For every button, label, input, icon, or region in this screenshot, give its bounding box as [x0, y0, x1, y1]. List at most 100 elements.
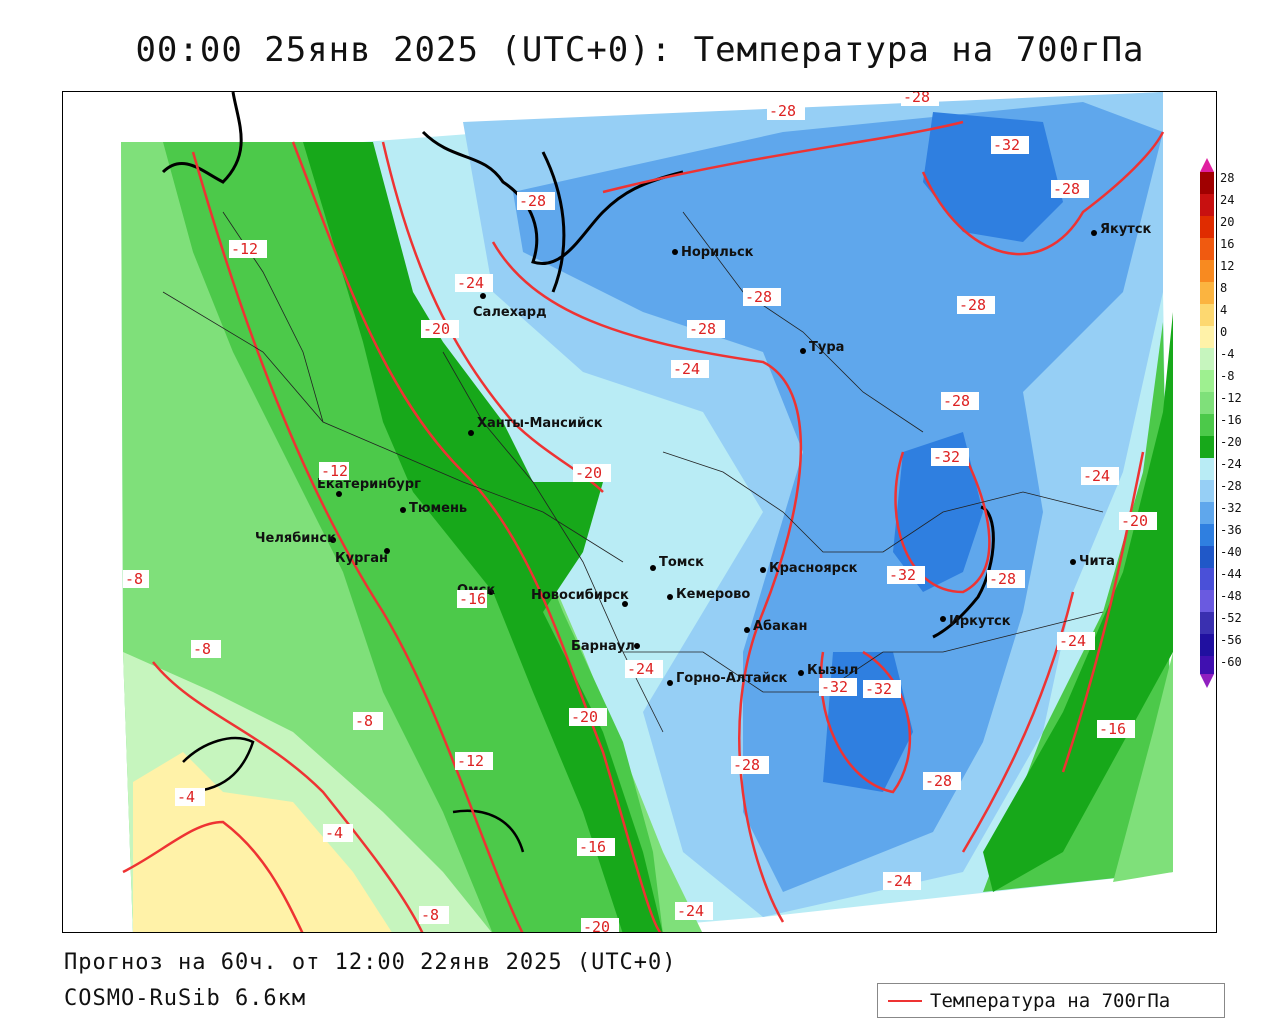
svg-text:-32: -32 — [993, 136, 1020, 154]
svg-text:-28: -28 — [989, 570, 1016, 588]
cbar-label: -12 — [1220, 391, 1242, 405]
svg-text:-24: -24 — [627, 660, 654, 678]
city-kyzyl: Кызыл — [798, 663, 858, 678]
cbar-label: -36 — [1220, 523, 1242, 537]
svg-text:-16: -16 — [1099, 720, 1126, 738]
iso-label: -28 — [687, 320, 725, 338]
svg-text:-24: -24 — [1059, 632, 1086, 650]
svg-text:Новосибирск: Новосибирск — [531, 588, 629, 603]
coastline-aral — [452, 809, 525, 853]
chart-title: 00:00 25янв 2025 (UTC+0): Температура на… — [135, 30, 1145, 70]
iso-label: -16 — [457, 590, 487, 608]
iso-label: -32 — [991, 136, 1029, 154]
svg-text:-20: -20 — [1121, 512, 1148, 530]
svg-text:-8: -8 — [421, 906, 439, 924]
cbar-label: 16 — [1220, 237, 1235, 251]
iso-label: -28 — [987, 570, 1025, 588]
zone-blue-mid — [513, 102, 1163, 892]
iso-label: -24 — [883, 872, 921, 890]
svg-text:Норильск: Норильск — [681, 245, 754, 260]
svg-text:-28: -28 — [943, 392, 970, 410]
cbar-label: -48 — [1220, 589, 1242, 603]
iso-label: -12 — [229, 240, 267, 258]
iso-label: -16 — [577, 838, 615, 856]
svg-text:-32: -32 — [889, 566, 916, 584]
forecast-info: Прогноз на 60ч. от 12:00 22янв 2025 (UTC… — [64, 950, 677, 975]
cbar-label: 28 — [1220, 171, 1235, 185]
city-tomsk: Томск — [650, 555, 704, 571]
svg-text:Салехард: Салехард — [473, 305, 547, 320]
iso-label: -28 — [731, 756, 769, 774]
coastline-caspian — [182, 736, 255, 794]
cbar-label: -20 — [1220, 435, 1242, 449]
iso-label: -28 — [767, 102, 805, 120]
cbar-label: -56 — [1220, 633, 1242, 647]
svg-text:-12: -12 — [321, 462, 348, 480]
iso-label: -28 — [901, 92, 939, 106]
svg-text:Кемерово: Кемерово — [676, 587, 750, 602]
svg-text:-28: -28 — [519, 192, 546, 210]
cbar-label: -4 — [1220, 347, 1235, 361]
cbar-label: 24 — [1220, 193, 1235, 207]
iso-label: -24 — [625, 660, 663, 678]
iso-label: -28 — [1051, 180, 1089, 198]
zone-east-pale — [1113, 652, 1173, 882]
svg-text:-32: -32 — [821, 678, 848, 696]
svg-text:-8: -8 — [193, 640, 211, 658]
city-yakutsk: Якутск — [1091, 222, 1152, 237]
svg-text:-28: -28 — [733, 756, 760, 774]
svg-text:-4: -4 — [177, 788, 195, 806]
colorbar — [1200, 158, 1214, 688]
svg-text:-8: -8 — [355, 712, 373, 730]
cbar-label: -32 — [1220, 501, 1242, 515]
svg-text:-4: -4 — [325, 824, 343, 842]
iso-label: -24 — [671, 360, 709, 378]
cbar-label: -44 — [1220, 567, 1242, 581]
city-irkutsk: Иркутск — [940, 614, 1011, 629]
svg-text:Красноярск: Красноярск — [769, 561, 858, 576]
iso-label: -8 — [191, 640, 221, 658]
legend-line-swatch — [888, 1000, 922, 1002]
city-novosibirsk: Новосибирск — [531, 588, 629, 607]
isotherm-labels: -28 -28 -32 -28 -28 -24 -28 -28 -24 -28 … — [123, 92, 1157, 933]
city-tyumen: Тюмень — [400, 501, 467, 516]
svg-text:-28: -28 — [1053, 180, 1080, 198]
svg-text:-24: -24 — [457, 274, 484, 292]
cbar-label: -24 — [1220, 457, 1242, 471]
cbar-label: -28 — [1220, 479, 1242, 493]
iso-label: -20 — [573, 464, 611, 482]
city-tura: Тура — [800, 340, 844, 355]
svg-text:Абакан: Абакан — [753, 619, 808, 634]
iso-label: -16 — [1097, 720, 1135, 738]
iso-label: -28 — [957, 296, 995, 314]
coastline-north — [161, 92, 684, 293]
city-chita: Чита — [1070, 554, 1115, 569]
svg-text:Барнаул: Барнаул — [571, 639, 635, 654]
iso-label: -20 — [581, 918, 619, 933]
city-krasnoyarsk: Красноярск — [760, 561, 858, 576]
iso-label: -28 — [517, 192, 555, 210]
iso-label: -8 — [123, 570, 149, 588]
svg-text:-8: -8 — [125, 570, 143, 588]
iso-label: -32 — [819, 678, 857, 696]
map-panel: Норильск Якутск Салехард Тура Ханты-Манс… — [62, 91, 1217, 933]
temperature-map: Норильск Якутск Салехард Тура Ханты-Манс… — [121, 92, 1173, 933]
svg-text:Чита: Чита — [1079, 554, 1115, 569]
svg-text:-20: -20 — [423, 320, 450, 338]
iso-label: -28 — [941, 392, 979, 410]
svg-text:-28: -28 — [903, 92, 930, 106]
iso-label: -20 — [569, 708, 607, 726]
svg-text:Челябинск: Челябинск — [255, 531, 336, 546]
svg-text:-12: -12 — [231, 240, 258, 258]
city-salekhard: Салехард — [473, 293, 547, 320]
svg-text:-20: -20 — [575, 464, 602, 482]
svg-text:-16: -16 — [459, 590, 486, 608]
cbar-label: -40 — [1220, 545, 1242, 559]
svg-text:Екатеринбург: Екатеринбург — [317, 477, 421, 492]
iso-label: -12 — [455, 752, 493, 770]
legend-box: Температура на 700гПа — [877, 983, 1225, 1018]
svg-text:Кызыл: Кызыл — [807, 663, 858, 678]
svg-text:-20: -20 — [583, 918, 610, 933]
svg-text:-28: -28 — [959, 296, 986, 314]
city-khanty-mansiysk: Ханты-Мансийск — [468, 416, 603, 436]
